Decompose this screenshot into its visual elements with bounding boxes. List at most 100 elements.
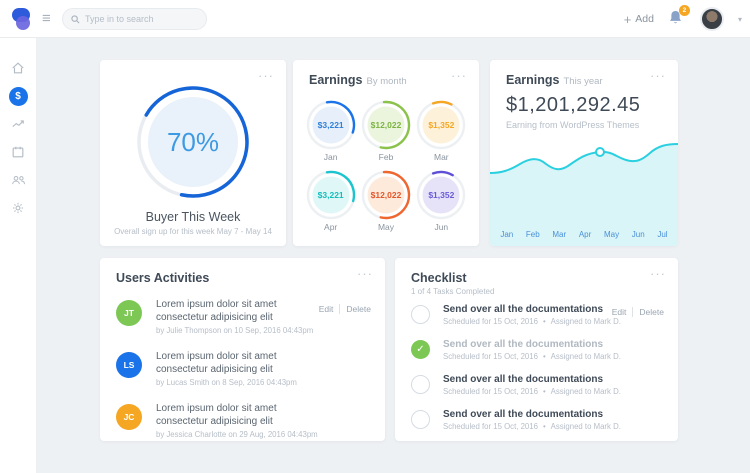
task-assigned: Assigned to Mark D. bbox=[550, 317, 621, 326]
month-earning-jun: $1,352 Jun bbox=[416, 170, 466, 232]
checklist-body: Send over all the documentations Schedul… bbox=[443, 409, 661, 431]
buyer-progress-donut: 70% bbox=[133, 82, 253, 202]
month-earning-jan: $3,221 Jan bbox=[306, 100, 356, 162]
notifications-button[interactable]: 2 bbox=[668, 5, 690, 29]
task-title: Send over all the documentations bbox=[443, 409, 604, 420]
activity-body: Lorem ipsum dolor sit amet consectetur a… bbox=[156, 402, 331, 439]
bullet-icon: • bbox=[542, 422, 546, 431]
chart-month: Feb bbox=[525, 230, 540, 239]
sidebar-item-stats[interactable] bbox=[0, 112, 36, 136]
user-avatar[interactable] bbox=[699, 7, 724, 31]
buyer-card-title: Buyer This Week bbox=[145, 210, 241, 224]
month-label: Jun bbox=[434, 222, 449, 232]
top-bar: ≡ + Add 2 ▾ bbox=[0, 0, 750, 38]
task-meta: Scheduled for 15 Oct, 2016 • Assigned to… bbox=[443, 387, 661, 396]
checklist-item[interactable]: Send over all the documentations Schedul… bbox=[411, 374, 661, 396]
checklist-card: Checklist 1 of 4 Tasks Completed ··· Edi… bbox=[395, 258, 678, 441]
sidebar-item-home[interactable] bbox=[0, 56, 36, 80]
avatar: LS bbox=[116, 352, 142, 378]
more-options-icon[interactable]: ··· bbox=[650, 266, 666, 281]
sidebar-item-earnings[interactable]: $ bbox=[0, 84, 36, 108]
checklist-progress: 1 of 4 Tasks Completed bbox=[411, 287, 495, 296]
more-options-icon[interactable]: ··· bbox=[258, 68, 274, 83]
task-assigned: Assigned to Mark D. bbox=[550, 352, 621, 361]
activity-item[interactable]: JC Lorem ipsum dolor sit amet consectetu… bbox=[116, 402, 331, 439]
checkbox-circle[interactable] bbox=[411, 375, 430, 394]
delete-link[interactable]: Delete bbox=[346, 304, 371, 314]
add-button-label: Add bbox=[635, 13, 654, 25]
home-icon bbox=[12, 62, 24, 74]
month-donut: $12,022 bbox=[361, 100, 411, 150]
sidebar-item-calendar[interactable] bbox=[0, 140, 36, 164]
month-value: $1,352 bbox=[428, 190, 455, 200]
buyer-percent-value: 70% bbox=[166, 126, 220, 157]
divider bbox=[632, 307, 634, 317]
checkbox-circle[interactable] bbox=[411, 410, 430, 429]
checklist-item[interactable]: Send over all the documentations Schedul… bbox=[411, 304, 661, 326]
activity-body: Lorem ipsum dolor sit amet consectetur a… bbox=[156, 298, 331, 335]
activity-meta: by Jessica Charlotte on 29 Aug, 2016 04:… bbox=[156, 430, 318, 439]
edit-link[interactable]: Edit bbox=[611, 307, 627, 317]
task-title: Send over all the documentations bbox=[443, 339, 604, 350]
month-circles-grid: $3,221 Jan $12,022 Feb bbox=[303, 100, 469, 232]
sidebar-item-users[interactable] bbox=[0, 168, 36, 192]
month-earning-feb: $12,022 Feb bbox=[361, 100, 411, 162]
month-value: $1,352 bbox=[428, 120, 455, 130]
task-scheduled: Scheduled for 15 Oct, 2016 bbox=[443, 352, 538, 361]
checkbox-checked-icon[interactable]: ✓ bbox=[411, 340, 430, 359]
activity-item[interactable]: LS Lorem ipsum dolor sit amet consectetu… bbox=[116, 350, 331, 387]
month-value: $3,221 bbox=[317, 120, 344, 130]
edit-link[interactable]: Edit bbox=[318, 304, 334, 314]
earnings-year-amount: $1,201,292.45 bbox=[506, 94, 641, 116]
bullet-icon: • bbox=[542, 352, 546, 361]
chart-month: May bbox=[603, 230, 620, 239]
users-activities-card: Users Activities ··· Edit Delete JT Lore… bbox=[100, 258, 385, 441]
activity-row-actions: Edit Delete bbox=[319, 304, 371, 314]
more-options-icon[interactable]: ··· bbox=[357, 266, 373, 281]
checklist-body: Send over all the documentations Schedul… bbox=[443, 374, 661, 396]
month-value: $12,022 bbox=[370, 120, 402, 130]
activity-item[interactable]: JT Lorem ipsum dolor sit amet consectetu… bbox=[116, 298, 331, 335]
delete-link[interactable]: Delete bbox=[639, 307, 664, 317]
more-options-icon[interactable]: ··· bbox=[650, 68, 666, 83]
activity-meta: by Julie Thompson on 10 Sep, 2016 04:43p… bbox=[156, 326, 314, 335]
checklist-body: Send over all the documentations Schedul… bbox=[443, 339, 661, 361]
chart-month: Jan bbox=[500, 230, 514, 239]
plus-icon: + bbox=[623, 11, 632, 27]
checkbox-circle[interactable] bbox=[411, 305, 430, 324]
chart-line-icon bbox=[12, 120, 24, 128]
checklist-item[interactable]: ✓ Send over all the documentations Sched… bbox=[411, 339, 661, 361]
avatar: JT bbox=[116, 300, 142, 326]
activity-text: Lorem ipsum dolor sit amet consectetur a… bbox=[156, 403, 277, 427]
bullet-icon: • bbox=[542, 317, 546, 326]
month-label: Apr bbox=[324, 222, 338, 232]
checklist-item[interactable]: Send over all the documentations Schedul… bbox=[411, 409, 661, 431]
chart-month-labels: Jan Feb Mar Apr May Jun Jul bbox=[490, 230, 678, 239]
task-meta: Scheduled for 15 Oct, 2016 • Assigned to… bbox=[443, 352, 661, 361]
search-box[interactable] bbox=[62, 8, 207, 30]
chart-peak-marker bbox=[595, 147, 605, 157]
task-meta: Scheduled for 15 Oct, 2016 • Assigned to… bbox=[443, 422, 661, 431]
activity-body: Lorem ipsum dolor sit amet consectetur a… bbox=[156, 350, 331, 387]
month-label: Feb bbox=[378, 152, 394, 162]
dollar-icon: $ bbox=[8, 86, 28, 106]
earnings-by-month-card: Earnings By month ··· $3,221 Jan bbox=[293, 60, 479, 246]
app-logo[interactable] bbox=[11, 7, 35, 31]
month-donut: $3,221 bbox=[306, 100, 356, 150]
search-icon bbox=[71, 14, 80, 23]
hamburger-menu-icon[interactable]: ≡ bbox=[42, 10, 51, 27]
task-scheduled: Scheduled for 15 Oct, 2016 bbox=[443, 422, 538, 431]
month-donut: $3,221 bbox=[306, 170, 356, 220]
buyer-this-week-card: ··· 70% Buyer This Week Overall sign up … bbox=[100, 60, 286, 246]
more-options-icon[interactable]: ··· bbox=[451, 68, 467, 83]
earnings-year-header: Earnings This year bbox=[506, 73, 603, 87]
sidebar-item-settings[interactable] bbox=[0, 196, 36, 220]
add-button[interactable]: + Add bbox=[624, 12, 654, 27]
earnings-year-title: Earnings bbox=[506, 73, 560, 87]
chart-month: Jun bbox=[631, 230, 645, 239]
activities-title: Users Activities bbox=[116, 271, 210, 285]
earnings-this-year-card: Earnings This year ··· $1,201,292.45 Earn… bbox=[490, 60, 678, 246]
search-input[interactable] bbox=[85, 14, 195, 24]
chevron-down-icon[interactable]: ▾ bbox=[737, 14, 742, 24]
month-earning-apr: $3,221 Apr bbox=[306, 170, 356, 232]
